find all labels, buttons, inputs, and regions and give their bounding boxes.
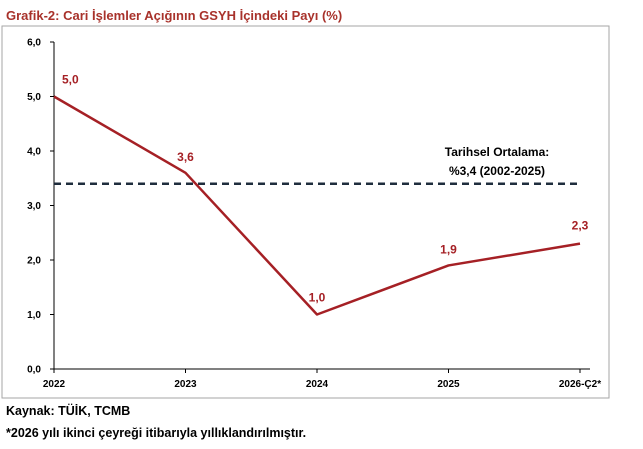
data-label: 1,0 [309,291,326,305]
y-tick-label: 4,0 [27,147,41,158]
y-tick-label: 5,0 [27,92,41,103]
x-tick-label: 2026-Ç2* [559,379,601,390]
reference-label-line1: Tarihsel Ortalama: [445,145,549,159]
y-tick-label: 1,0 [27,310,41,321]
chart-title: Grafik-2: Cari İşlemler Açığının GSYH İç… [6,8,343,23]
data-label: 1,9 [440,242,457,256]
x-tick-label: 2023 [174,379,197,390]
data-label: 3,6 [177,150,194,164]
reference-label-line2: %3,4 (2002-2025) [449,164,545,178]
y-tick-label: 6,0 [27,38,41,49]
axes: 0,0 1,0 2,0 3,0 4,0 5,0 6,0 2022 2023 2024 2025 202… [27,38,601,391]
y-tick-label: 2,0 [27,256,41,267]
x-tick-label: 2025 [437,379,460,390]
x-tick-label: 2024 [306,379,329,390]
chart-frame [1,25,610,399]
y-tick-label: 3,0 [27,201,41,212]
data-label: 2,3 [572,219,589,233]
x-tick-label: 2022 [43,379,66,390]
y-tick-label: 0,0 [27,365,41,376]
source-note: Kaynak: TÜİK, TCMB [6,404,131,418]
footnote: *2026 yılı ikinci çeyreği itibarıyla yıl… [6,426,307,440]
chart-marks: Tarihsel Ortalama: %3,4 (2002-2025) 5,0 3,6… [53,73,589,316]
series-line [53,95,581,316]
data-label: 5,0 [62,73,79,87]
